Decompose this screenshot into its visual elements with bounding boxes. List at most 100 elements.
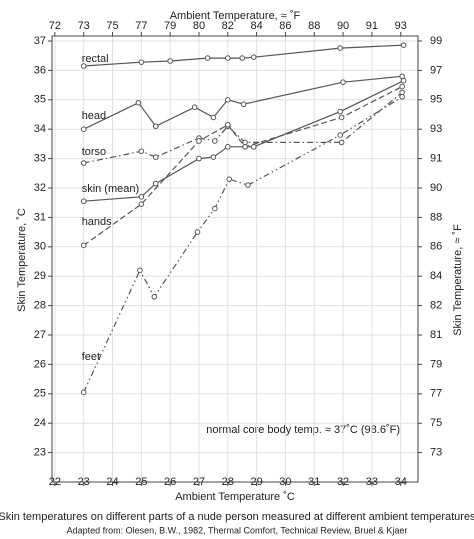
y-tick-label: 28 (34, 300, 46, 312)
y2-tick-label: 86 (430, 241, 442, 253)
data-point (245, 182, 251, 188)
data-point (138, 59, 145, 65)
data-point (242, 144, 248, 150)
x2-tick-label: 77 (135, 20, 147, 32)
data-point (224, 55, 231, 61)
y2-tick-label: 88 (430, 211, 442, 223)
y2-tick-label: 84 (430, 270, 442, 282)
series-label: head (82, 110, 106, 122)
data-point (212, 138, 218, 144)
data-point (138, 201, 145, 207)
data-point (152, 180, 159, 187)
y2-tick-label: 99 (430, 35, 442, 47)
series-label: rectal (82, 53, 109, 65)
data-point (399, 83, 405, 90)
y2-tick-label: 93 (430, 123, 442, 135)
y2-tick-label: 73 (430, 447, 442, 459)
data-point (226, 176, 233, 182)
x2-tick-label: 84 (250, 20, 262, 32)
x2-tick-label: 90 (337, 20, 349, 32)
y-tick-label: 24 (34, 417, 46, 429)
data-point (80, 242, 87, 249)
data-point (224, 121, 231, 128)
x2-tick-label: 86 (279, 20, 291, 32)
x2-tick-label: 79 (164, 20, 176, 32)
series-label: torso (82, 146, 106, 158)
y-tick-label: 32 (34, 182, 46, 194)
data-point (250, 144, 257, 150)
y-axis-title: Skin Temperature, ˚C (16, 208, 28, 312)
data-point (138, 194, 145, 200)
data-point (239, 55, 246, 61)
data-point (240, 101, 247, 108)
data-point (80, 63, 87, 69)
y2-tick-label: 79 (430, 358, 442, 370)
data-point (399, 73, 405, 80)
data-point (210, 154, 217, 160)
series-label: hands (82, 216, 112, 228)
data-point (196, 138, 202, 144)
y-tick-label: 25 (34, 388, 46, 400)
y-tick-label: 31 (34, 211, 46, 223)
data-point (135, 99, 142, 106)
x2-tick-label: 93 (395, 20, 407, 32)
source: Adapted from: Olesen, B.W., 1982, Therma… (67, 525, 408, 535)
data-point (80, 198, 87, 205)
caption: Skin temperatures on different parts of … (0, 511, 474, 523)
data-point (138, 148, 145, 155)
data-point (338, 114, 345, 121)
y2-tick-label: 95 (430, 94, 442, 106)
annotation: normal core body temp. ≈ 37˚C (98.6˚F) (206, 424, 400, 436)
data-point (337, 45, 343, 51)
data-point (204, 55, 211, 61)
data-point (151, 293, 158, 300)
data-point (196, 155, 202, 162)
x2-tick-label: 80 (193, 20, 205, 32)
y2-tick-label: 77 (430, 388, 442, 400)
data-point (191, 104, 198, 110)
data-point (137, 267, 143, 274)
data-point (194, 229, 201, 235)
y-tick-label: 36 (34, 64, 46, 76)
series-label: feet (82, 351, 100, 363)
y2-tick-label: 75 (430, 417, 442, 429)
y-tick-label: 34 (34, 123, 46, 135)
y-tick-label: 23 (34, 447, 46, 459)
data-point (400, 42, 407, 48)
data-point (210, 114, 217, 121)
series-label: skin (mean) (82, 183, 139, 195)
y-tick-label: 30 (34, 241, 46, 253)
y-tick-label: 27 (34, 329, 46, 341)
data-point (400, 77, 407, 84)
data-point (242, 139, 248, 146)
y-tick-label: 33 (34, 153, 46, 165)
x2-axis-title: Ambient Temperature, ≈ ˚F (170, 10, 301, 22)
data-point (80, 389, 87, 396)
x2-tick-label: 73 (78, 20, 90, 32)
x-axis-title: Ambient Temperature ˚C (175, 491, 295, 503)
data-point (80, 160, 87, 166)
y2-tick-label: 97 (430, 64, 442, 76)
x2-tick-label: 88 (308, 20, 320, 32)
plot-frame (51, 35, 419, 483)
y-tick-label: 37 (34, 35, 46, 47)
data-point (399, 89, 405, 96)
data-point (224, 97, 231, 103)
x2-tick-label: 91 (366, 20, 378, 32)
data-point (337, 108, 343, 115)
data-point (167, 58, 173, 64)
x2-tick-label: 75 (106, 20, 118, 32)
y2-axis-title: Skin Temperature, ≈ ˚F (452, 224, 464, 336)
data-point (80, 126, 87, 132)
y-tick-label: 35 (34, 94, 46, 106)
data-point (152, 123, 159, 130)
y2-tick-label: 82 (430, 300, 442, 312)
data-point (340, 79, 346, 85)
y2-tick-label: 91 (430, 153, 442, 165)
data-point (399, 94, 405, 100)
data-point (337, 132, 343, 138)
data-point (250, 54, 257, 60)
y2-tick-label: 81 (430, 329, 442, 341)
x2-tick-label: 82 (222, 20, 234, 32)
y-tick-label: 29 (34, 270, 46, 282)
